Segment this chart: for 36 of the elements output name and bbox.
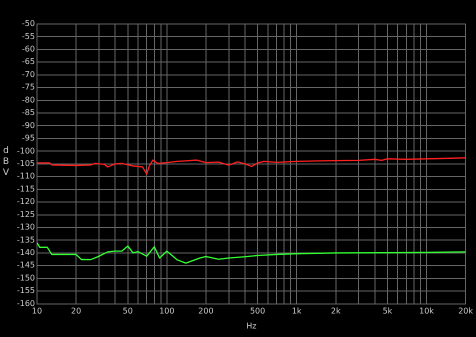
y-tick-label: -130 (16, 222, 35, 232)
x-tick-label: 5k (382, 306, 393, 316)
y-tick-label: -95 (22, 134, 35, 143)
y-tick-label: -75 (22, 82, 35, 92)
y-tick-label: -115 (16, 184, 35, 194)
y-tick-label: -60 (22, 44, 35, 54)
y-tick-label: -155 (16, 286, 35, 296)
y-tick-label: -65 (22, 57, 35, 66)
x-tick-label: 2k (330, 306, 341, 316)
y-tick-label: -55 (22, 32, 35, 41)
y-tick-label: -135 (16, 235, 35, 244)
y-tick-label: -120 (16, 197, 35, 206)
x-tick-label: 500 (250, 306, 266, 316)
y-tick-label: -100 (16, 146, 35, 156)
y-tick-label: -110 (16, 172, 35, 181)
x-tick-label: 20k (458, 306, 474, 316)
y-tick-label: -90 (22, 120, 35, 130)
y-tick-label: -85 (22, 108, 35, 118)
x-tick-label: 20 (70, 306, 82, 316)
y-tick-label: -125 (16, 210, 35, 219)
x-tick-label: 1k (292, 306, 302, 316)
y-tick-label: -145 (16, 260, 35, 270)
x-tick-label: 200 (198, 306, 214, 316)
x-tick-label: 10 (32, 306, 42, 316)
x-tick-label: 50 (122, 306, 133, 316)
y-tick-label: -150 (16, 273, 35, 282)
x-tick-label: 10k (419, 306, 434, 316)
x-axis-title: Hz (246, 321, 256, 330)
y-axis-title: dBV (2, 146, 10, 179)
y-tick-label: -140 (16, 248, 35, 258)
x-tick-label: 100 (159, 306, 174, 316)
y-tick-label: -50 (22, 19, 35, 28)
y-tick-label: -105 (16, 158, 35, 168)
y-tick-label: -160 (16, 298, 35, 308)
y-tick-label: -80 (22, 95, 35, 104)
y-tick-label: -70 (22, 70, 35, 79)
